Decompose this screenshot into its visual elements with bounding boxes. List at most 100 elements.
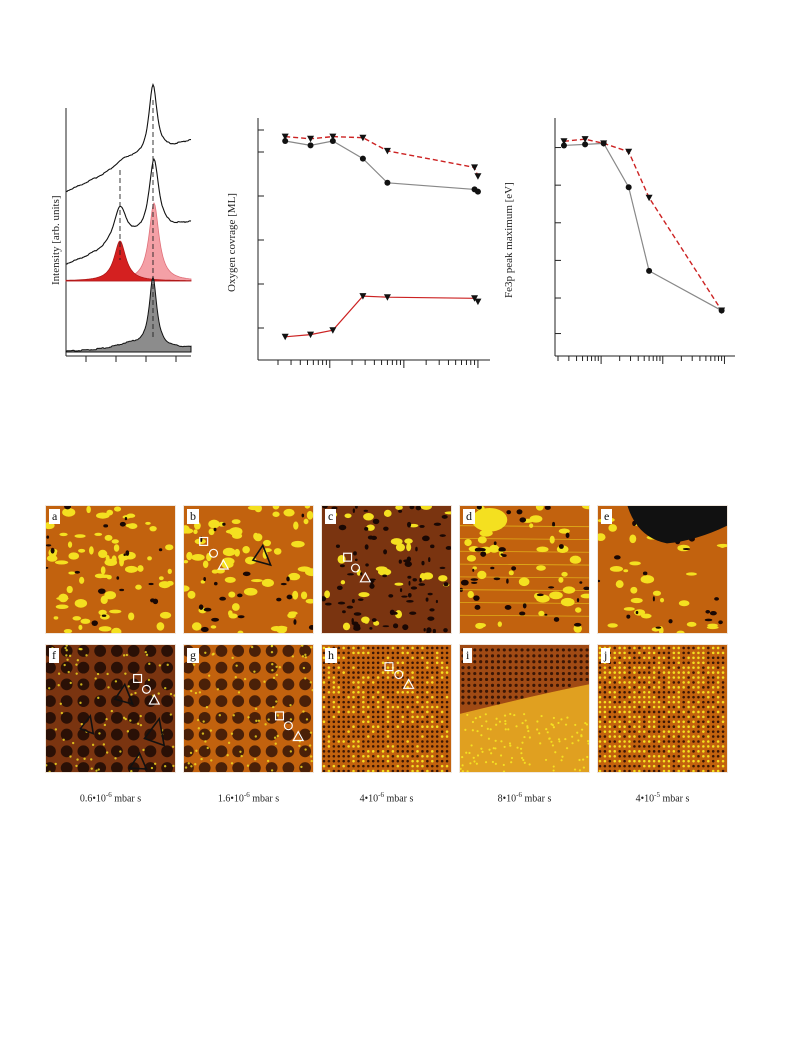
atom <box>567 648 571 652</box>
atom <box>342 695 345 699</box>
dark-defect <box>342 610 346 614</box>
dark-defect <box>360 572 363 576</box>
adatom <box>153 762 157 765</box>
atom <box>711 750 715 753</box>
atom <box>473 666 477 670</box>
atom <box>352 710 355 714</box>
adatom <box>129 719 132 722</box>
atom <box>445 666 449 669</box>
atom <box>657 720 661 724</box>
atom <box>391 759 395 763</box>
panel-label: a <box>49 509 61 524</box>
lattice-hole <box>232 695 245 708</box>
atom <box>440 671 444 674</box>
atom <box>371 740 375 743</box>
atom <box>435 769 439 772</box>
dark-defect <box>293 619 297 625</box>
triangle-marker <box>217 558 230 570</box>
atom <box>342 754 345 758</box>
dark-defect <box>425 597 429 602</box>
bright-island <box>562 586 576 594</box>
atom <box>638 686 641 689</box>
adatom <box>247 716 250 719</box>
atom <box>327 759 331 763</box>
defect-triangle <box>128 751 148 770</box>
atom <box>431 656 434 660</box>
atom <box>362 750 365 753</box>
bright-island <box>337 554 346 564</box>
dark-defect <box>407 592 412 598</box>
adatom <box>158 664 162 667</box>
atom <box>322 666 326 669</box>
atom <box>692 676 695 679</box>
lattice-hole <box>282 711 295 724</box>
atom <box>618 690 621 694</box>
atom <box>613 661 617 665</box>
atom <box>555 660 560 664</box>
atom <box>672 750 676 753</box>
atom <box>362 754 365 758</box>
atom <box>667 710 671 714</box>
atom <box>672 671 676 674</box>
atom <box>467 683 471 687</box>
atom <box>573 666 577 670</box>
lattice-hole <box>144 745 157 758</box>
atom <box>401 651 405 655</box>
atom <box>608 710 612 714</box>
atom <box>421 754 424 758</box>
atom <box>473 689 477 693</box>
atom <box>371 715 375 719</box>
atom <box>672 676 676 679</box>
bright-island <box>373 620 380 626</box>
lattice-hole <box>248 711 261 724</box>
atom <box>697 750 700 753</box>
atom <box>687 700 690 704</box>
dark-defect <box>439 534 446 537</box>
atom <box>327 720 331 724</box>
atom <box>538 660 542 664</box>
stm-panel-h: h <box>321 644 452 773</box>
bright-island <box>535 506 544 511</box>
bright-island <box>288 572 301 581</box>
atom <box>711 720 715 724</box>
atom <box>357 695 360 699</box>
lattice-hole <box>46 661 56 674</box>
bright-island <box>184 559 189 564</box>
lattice-hole <box>60 711 73 724</box>
atom <box>550 648 554 652</box>
atom <box>421 686 424 689</box>
scan-streak <box>460 538 589 540</box>
lattice-hole <box>215 678 228 691</box>
atom <box>647 666 651 669</box>
atom <box>628 769 631 772</box>
bright-island <box>228 591 236 598</box>
adatom <box>503 714 507 717</box>
atom <box>332 710 336 714</box>
bright-island <box>149 525 157 532</box>
lattice-hole <box>215 645 228 657</box>
atom <box>381 745 385 748</box>
atom <box>416 686 419 689</box>
dark-defect <box>473 595 480 601</box>
atom <box>367 661 370 665</box>
atom <box>628 750 631 753</box>
lattice-hole <box>299 661 312 674</box>
atom <box>608 666 612 669</box>
atom <box>322 651 326 655</box>
lattice-hole <box>265 678 278 691</box>
adatom <box>189 751 193 755</box>
atom <box>426 690 429 694</box>
atom <box>692 681 695 684</box>
atom <box>426 705 429 709</box>
atom <box>485 695 489 699</box>
atom <box>352 730 355 733</box>
atom <box>357 700 360 704</box>
atom <box>332 769 336 772</box>
atom <box>657 705 661 709</box>
lattice-hole <box>198 711 211 724</box>
atom <box>613 715 617 719</box>
square-marker <box>384 662 394 672</box>
adatom <box>142 748 145 752</box>
atom <box>682 690 685 694</box>
dark-defect <box>351 598 355 604</box>
